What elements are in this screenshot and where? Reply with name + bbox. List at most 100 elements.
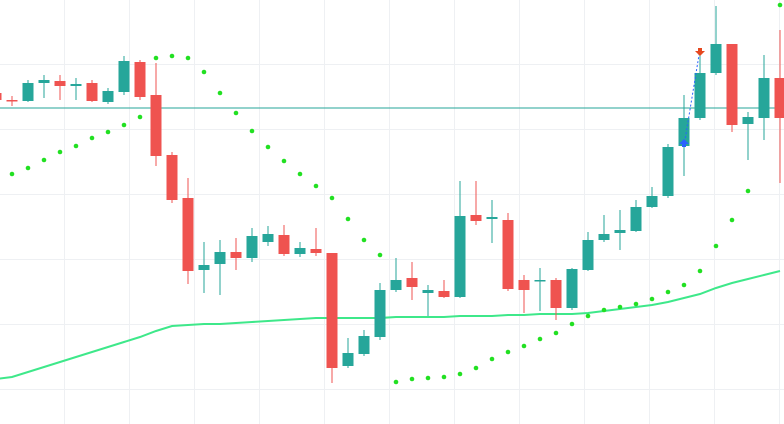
candle-body bbox=[342, 353, 354, 366]
sar-dot bbox=[409, 376, 415, 382]
candle-body bbox=[710, 44, 722, 73]
sar-dot bbox=[345, 216, 351, 222]
candle-body bbox=[278, 235, 290, 254]
sar-dot bbox=[137, 114, 143, 120]
sar-dot bbox=[73, 143, 79, 149]
candle-body bbox=[662, 147, 674, 196]
sar-dot bbox=[681, 282, 687, 288]
sar-dot bbox=[201, 69, 207, 75]
sar-dot bbox=[281, 158, 287, 164]
candle-body bbox=[470, 215, 482, 221]
candle-body bbox=[118, 61, 130, 92]
sar-dot bbox=[729, 217, 735, 223]
sar-dot bbox=[745, 188, 751, 194]
candle-body bbox=[438, 291, 450, 297]
candle-body bbox=[326, 253, 338, 368]
candle-body bbox=[502, 220, 514, 289]
candle-body bbox=[214, 252, 226, 264]
candle-body bbox=[406, 278, 418, 287]
candle-body bbox=[102, 91, 114, 102]
candle-body bbox=[774, 78, 784, 118]
candle-body bbox=[262, 234, 274, 242]
sar-dot bbox=[233, 110, 239, 116]
sar-dot bbox=[377, 252, 383, 258]
candle-body bbox=[358, 336, 370, 354]
sar-dot bbox=[121, 122, 127, 128]
candle-body bbox=[422, 290, 434, 293]
candle-body bbox=[582, 240, 594, 270]
candle-body bbox=[22, 83, 34, 101]
candle-body bbox=[486, 217, 498, 219]
candle-body bbox=[86, 83, 98, 101]
candle-body bbox=[294, 248, 306, 254]
sar-dot bbox=[105, 129, 111, 135]
candle-body bbox=[150, 95, 162, 156]
sar-dot bbox=[425, 375, 431, 381]
sar-dot bbox=[521, 343, 527, 349]
sar-dot bbox=[9, 171, 15, 177]
candle-body bbox=[246, 236, 258, 258]
sar-dot bbox=[537, 336, 543, 342]
sar-dot bbox=[569, 321, 575, 327]
sar-dot bbox=[553, 330, 559, 336]
candle-body bbox=[678, 118, 690, 146]
sar-dot bbox=[57, 149, 63, 155]
sar-dot bbox=[441, 374, 447, 380]
sar-dot bbox=[777, 2, 783, 8]
candle-body bbox=[6, 100, 18, 102]
candle-body bbox=[390, 280, 402, 290]
sar-dot bbox=[297, 171, 303, 177]
candle-body bbox=[534, 280, 546, 282]
moving-average-line bbox=[0, 270, 781, 380]
sar-dot bbox=[489, 356, 495, 362]
sar-dot bbox=[89, 135, 95, 141]
sar-dot bbox=[665, 289, 671, 295]
candle-body bbox=[630, 207, 642, 231]
buy-signal bbox=[679, 139, 689, 147]
candle-body bbox=[726, 44, 738, 125]
candle-body bbox=[198, 265, 210, 270]
sar-dot bbox=[169, 53, 175, 59]
candle-body bbox=[182, 198, 194, 271]
candle-body bbox=[374, 290, 386, 337]
sar-dot bbox=[329, 195, 335, 201]
sar-dot bbox=[41, 157, 47, 163]
sar-dot bbox=[473, 365, 479, 371]
sar-dot bbox=[505, 349, 511, 355]
sar-dot bbox=[713, 243, 719, 249]
sar-dot bbox=[393, 379, 399, 385]
sar-dot bbox=[697, 268, 703, 274]
sar-dot bbox=[601, 307, 607, 313]
candle-body bbox=[0, 93, 2, 100]
signal-link bbox=[683, 48, 701, 147]
candle-body bbox=[598, 234, 610, 240]
candle-body bbox=[742, 117, 754, 124]
sar-dot bbox=[153, 55, 159, 61]
sar-dot bbox=[25, 165, 31, 171]
candle-body bbox=[54, 81, 66, 86]
sell-signal bbox=[695, 48, 705, 56]
candle-body bbox=[166, 155, 178, 200]
candle-body bbox=[758, 78, 770, 118]
candle-body bbox=[310, 249, 322, 253]
candle-body bbox=[454, 216, 466, 297]
candle-body bbox=[38, 80, 50, 83]
candle-body bbox=[70, 84, 82, 86]
candle-body bbox=[550, 280, 562, 308]
sar-dot bbox=[617, 304, 623, 310]
sar-dot bbox=[361, 237, 367, 243]
sar-dot bbox=[265, 144, 271, 150]
candle-body bbox=[646, 196, 658, 207]
candle-body bbox=[134, 62, 146, 97]
sar-dot bbox=[313, 183, 319, 189]
sar-dot bbox=[217, 90, 223, 96]
sar-dot bbox=[457, 371, 463, 377]
candle-body bbox=[614, 230, 626, 233]
candle-body bbox=[694, 73, 706, 118]
sar-dot bbox=[649, 296, 655, 302]
sar-dot bbox=[585, 313, 591, 319]
sar-dot bbox=[185, 55, 191, 61]
sar-dot bbox=[633, 301, 639, 307]
